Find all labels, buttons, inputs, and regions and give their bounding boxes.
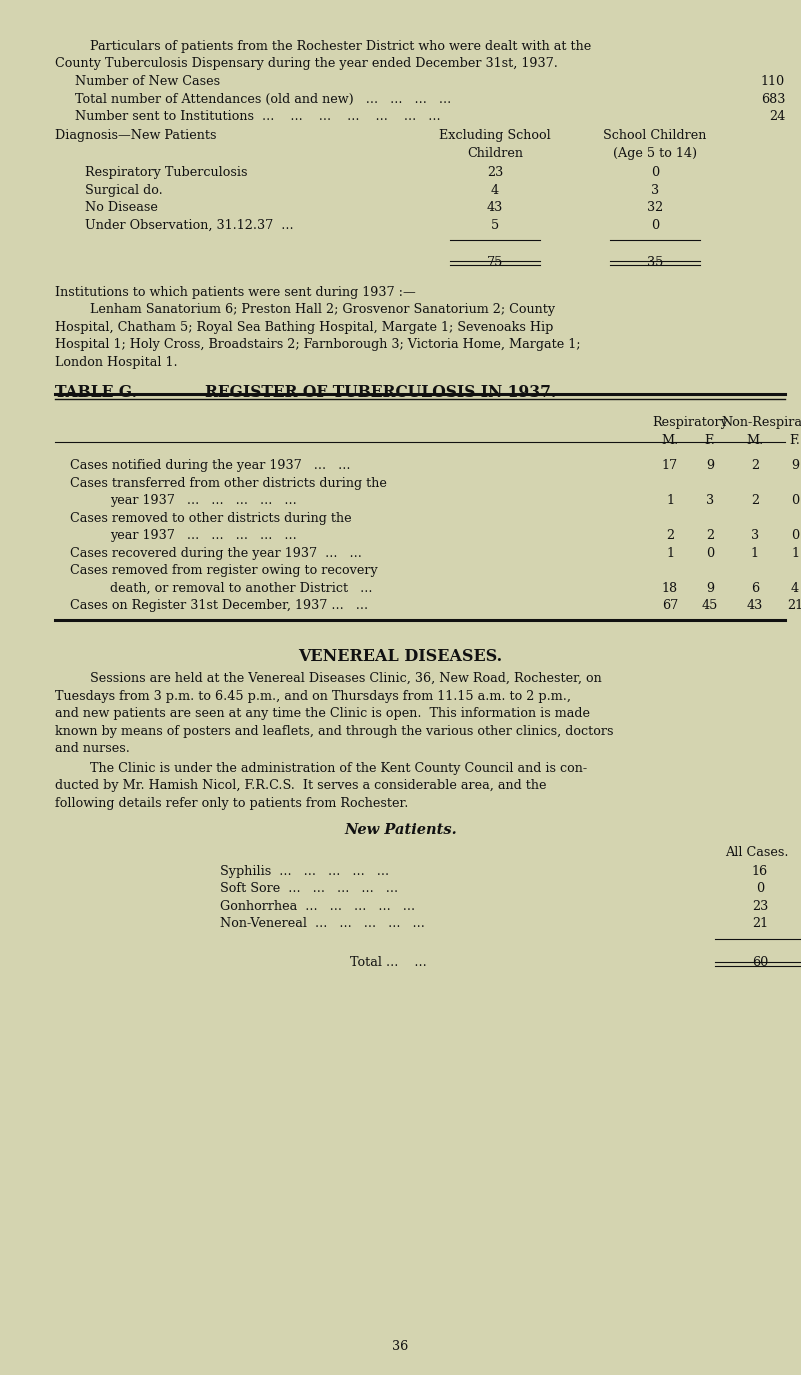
Text: 75: 75	[487, 256, 503, 268]
Text: 23: 23	[487, 166, 503, 179]
Text: and new patients are seen at any time the Clinic is open.  This information is m: and new patients are seen at any time th…	[55, 707, 590, 720]
Text: F.: F.	[705, 433, 715, 447]
Text: 45: 45	[702, 600, 718, 612]
Text: REGISTER OF TUBERCULOSIS IN 1937.: REGISTER OF TUBERCULOSIS IN 1937.	[205, 384, 556, 400]
Text: 2: 2	[666, 529, 674, 542]
Text: Tuesdays from 3 p.m. to 6.45 p.m., and on Thursdays from 11.15 a.m. to 2 p.m.,: Tuesdays from 3 p.m. to 6.45 p.m., and o…	[55, 690, 571, 703]
Text: 683: 683	[761, 92, 785, 106]
Text: Cases removed from register owing to recovery: Cases removed from register owing to rec…	[70, 564, 378, 578]
Text: 1: 1	[666, 494, 674, 507]
Text: year 1937   ...   ...   ...   ...   ...: year 1937 ... ... ... ... ...	[110, 529, 296, 542]
Text: M.: M.	[747, 433, 763, 447]
Text: All Cases.: All Cases.	[725, 846, 788, 858]
Text: Excluding School: Excluding School	[439, 129, 551, 142]
Text: Total number of Attendances (old and new)   ...   ...   ...   ...: Total number of Attendances (old and new…	[75, 92, 451, 106]
Text: 1: 1	[666, 547, 674, 560]
Text: 43: 43	[747, 600, 763, 612]
Text: and nurses.: and nurses.	[55, 742, 130, 755]
Text: 0: 0	[791, 529, 799, 542]
Text: Cases on Register 31st December, 1937 ...   ...: Cases on Register 31st December, 1937 ..…	[70, 600, 368, 612]
Text: 0: 0	[651, 219, 659, 231]
Text: 0: 0	[756, 883, 764, 895]
Text: 18: 18	[662, 582, 678, 595]
Text: Under Observation, 31.12.37  ...: Under Observation, 31.12.37 ...	[85, 219, 294, 231]
Text: 21: 21	[752, 917, 768, 931]
Text: 3: 3	[751, 529, 759, 542]
Text: Hospital, Chatham 5; Royal Sea Bathing Hospital, Margate 1; Sevenoaks Hip: Hospital, Chatham 5; Royal Sea Bathing H…	[55, 320, 553, 334]
Text: 9: 9	[706, 582, 714, 595]
Text: Sessions are held at the Venereal Diseases Clinic, 36, New Road, Rochester, on: Sessions are held at the Venereal Diseas…	[90, 672, 602, 685]
Text: Surgical do.: Surgical do.	[85, 183, 163, 197]
Text: 9: 9	[791, 459, 799, 472]
Text: Children: Children	[467, 147, 523, 160]
Text: 32: 32	[647, 201, 663, 214]
Text: Respiratory Tuberculosis: Respiratory Tuberculosis	[85, 166, 248, 179]
Text: 4: 4	[491, 183, 499, 197]
Text: Non-Venereal  ...   ...   ...   ...   ...: Non-Venereal ... ... ... ... ...	[220, 917, 425, 931]
Text: 60: 60	[752, 956, 768, 969]
Text: year 1937   ...   ...   ...   ...   ...: year 1937 ... ... ... ... ...	[110, 494, 296, 507]
Text: Cases recovered during the year 1937  ...   ...: Cases recovered during the year 1937 ...…	[70, 547, 362, 560]
Text: New Patients.: New Patients.	[344, 822, 457, 837]
Text: No Disease: No Disease	[85, 201, 158, 214]
Text: Number of New Cases: Number of New Cases	[75, 76, 220, 88]
Text: 0: 0	[706, 547, 714, 560]
Text: London Hospital 1.: London Hospital 1.	[55, 356, 178, 368]
Text: Cases removed to other districts during the: Cases removed to other districts during …	[70, 512, 352, 525]
Text: Lenham Sanatorium 6; Preston Hall 2; Grosvenor Sanatorium 2; County: Lenham Sanatorium 6; Preston Hall 2; Gro…	[90, 304, 555, 316]
Text: 67: 67	[662, 600, 678, 612]
Text: 110: 110	[761, 76, 785, 88]
Text: Non-Respiratory: Non-Respiratory	[722, 417, 801, 429]
Text: 23: 23	[752, 899, 768, 913]
Text: 0: 0	[651, 166, 659, 179]
Text: 2: 2	[751, 494, 759, 507]
Text: Number sent to Institutions  ...    ...    ...    ...    ...    ...   ...: Number sent to Institutions ... ... ... …	[75, 110, 441, 122]
Text: (Age 5 to 14): (Age 5 to 14)	[613, 147, 697, 160]
Text: 35: 35	[647, 256, 663, 268]
Text: 1: 1	[791, 547, 799, 560]
Text: Respiratory: Respiratory	[652, 417, 728, 429]
Text: 2: 2	[706, 529, 714, 542]
Text: 16: 16	[752, 865, 768, 877]
Text: Total ...    ...: Total ... ...	[350, 956, 427, 969]
Text: 2: 2	[751, 459, 759, 472]
Text: 21: 21	[787, 600, 801, 612]
Text: Hospital 1; Holy Cross, Broadstairs 2; Farnborough 3; Victoria Home, Margate 1;: Hospital 1; Holy Cross, Broadstairs 2; F…	[55, 338, 581, 351]
Text: 0: 0	[791, 494, 799, 507]
Text: 1: 1	[751, 547, 759, 560]
Text: The Clinic is under the administration of the Kent County Council and is con­: The Clinic is under the administration o…	[90, 762, 587, 774]
Text: Syphilis  ...   ...   ...   ...   ...: Syphilis ... ... ... ... ...	[220, 865, 389, 877]
Text: 9: 9	[706, 459, 714, 472]
Text: Institutions to which patients were sent during 1937 :—: Institutions to which patients were sent…	[55, 286, 416, 298]
Text: following details refer only to patients from Rochester.: following details refer only to patients…	[55, 796, 409, 810]
Text: Cases transferred from other districts during the: Cases transferred from other districts d…	[70, 477, 387, 489]
Text: 5: 5	[491, 219, 499, 231]
Text: Soft Sore  ...   ...   ...   ...   ...: Soft Sore ... ... ... ... ...	[220, 883, 398, 895]
Text: ducted by Mr. Hamish Nicol, F.R.C.S.  It serves a considerable area, and the: ducted by Mr. Hamish Nicol, F.R.C.S. It …	[55, 780, 546, 792]
Text: Gonhorrhea  ...   ...   ...   ...   ...: Gonhorrhea ... ... ... ... ...	[220, 899, 415, 913]
Text: Diagnosis—New Patients: Diagnosis—New Patients	[55, 129, 216, 142]
Text: 24: 24	[769, 110, 785, 122]
Text: 6: 6	[751, 582, 759, 595]
Text: 3: 3	[706, 494, 714, 507]
Text: School Children: School Children	[603, 129, 706, 142]
Text: F.: F.	[790, 433, 800, 447]
Text: known by means of posters and leaflets, and through the various other clinics, d: known by means of posters and leaflets, …	[55, 725, 614, 738]
Text: 43: 43	[487, 201, 503, 214]
Text: M.: M.	[662, 433, 678, 447]
Text: death, or removal to another District   ...: death, or removal to another District ..…	[110, 582, 372, 595]
Text: VENEREAL DISEASES.: VENEREAL DISEASES.	[299, 648, 502, 664]
Text: 3: 3	[651, 183, 659, 197]
Text: 36: 36	[392, 1341, 409, 1353]
Text: Cases notified during the year 1937   ...   ...: Cases notified during the year 1937 ... …	[70, 459, 351, 472]
Text: Particulars of patients from the Rochester District who were dealt with at the: Particulars of patients from the Rochest…	[90, 40, 591, 54]
Text: 4: 4	[791, 582, 799, 595]
Text: 17: 17	[662, 459, 678, 472]
Text: TABLE G.: TABLE G.	[55, 384, 137, 400]
Text: County Tuberculosis Dispensary during the year ended December 31st, 1937.: County Tuberculosis Dispensary during th…	[55, 58, 557, 70]
